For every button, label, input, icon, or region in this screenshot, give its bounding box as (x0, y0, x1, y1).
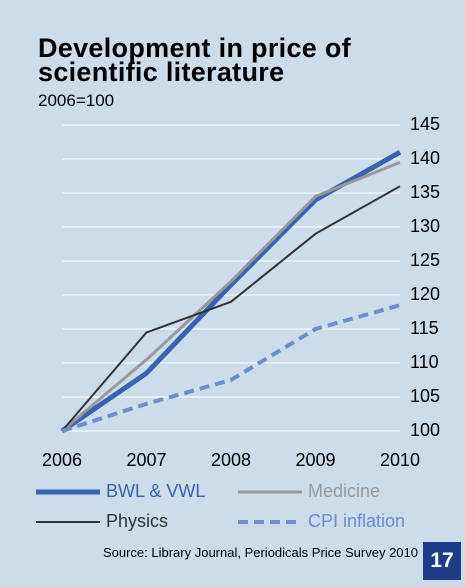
y-tick-label: 140 (410, 148, 440, 168)
series-line (61, 185, 401, 432)
page-number: 17 (423, 542, 461, 580)
legend-label: CPI inflation (308, 511, 405, 531)
y-tick-label: 125 (410, 250, 440, 270)
legend-label: Medicine (308, 481, 380, 501)
x-tick-label: 2006 (42, 450, 82, 470)
y-tick-label: 100 (410, 420, 440, 440)
series-line (61, 161, 401, 433)
chart-subtitle: 2006=100 (38, 91, 115, 110)
legend-label: BWL & VWL (106, 481, 205, 501)
chart-title: Development in price of scientific liter… (38, 33, 351, 87)
source-note: Source: Library Journal, Periodicals Pri… (102, 545, 418, 560)
y-tick-label: 130 (410, 216, 440, 236)
y-tick-label: 105 (410, 386, 440, 406)
series-line (61, 303, 401, 433)
legend-label: Physics (106, 511, 168, 531)
y-tick-label: 120 (410, 284, 440, 304)
y-tick-label: 110 (410, 352, 439, 372)
x-tick-label: 2008 (211, 450, 251, 470)
y-tick-label: 115 (410, 318, 439, 338)
y-tick-label: 145 (410, 114, 440, 134)
x-tick-label: 2007 (126, 450, 166, 470)
x-tick-label: 2009 (295, 450, 335, 470)
y-tick-label: 135 (410, 182, 440, 202)
x-tick-label: 2010 (380, 450, 420, 470)
